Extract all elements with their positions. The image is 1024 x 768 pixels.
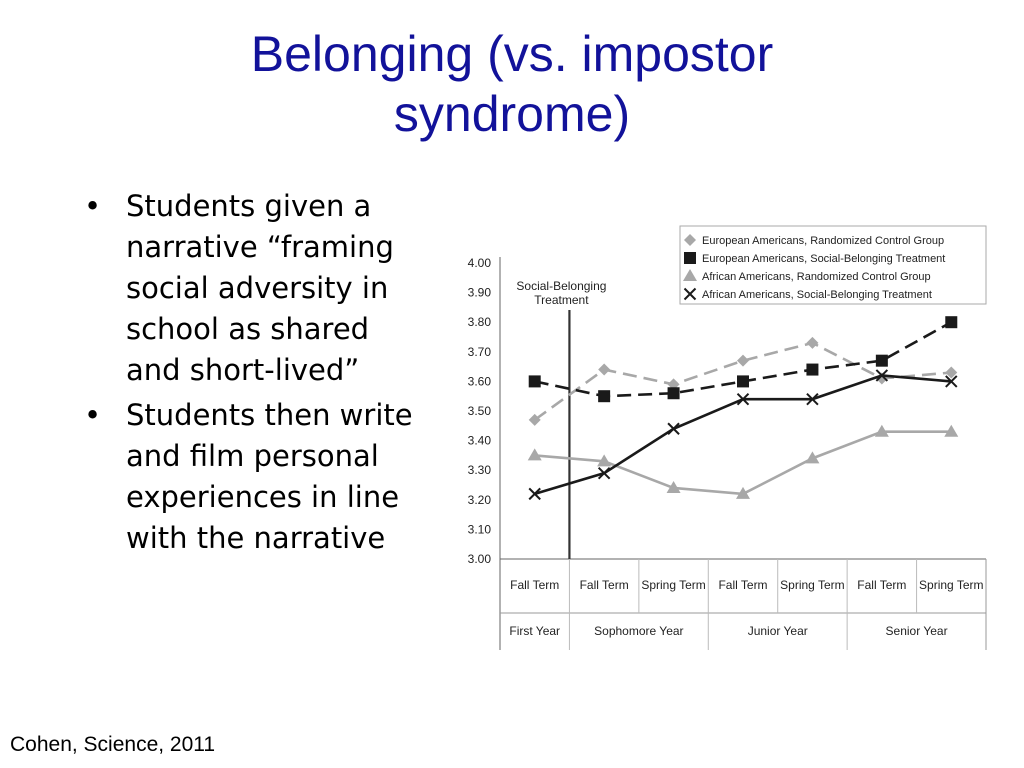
y-tick-label: 3.40 — [468, 434, 492, 448]
x-group-label: Junior Year — [748, 624, 808, 638]
treatment-label: Treatment — [534, 293, 589, 307]
x-tick-label: Fall Term — [718, 578, 767, 592]
y-tick-label: 3.80 — [468, 315, 492, 329]
x-tick-label: Fall Term — [857, 578, 906, 592]
legend-marker — [683, 287, 697, 301]
legend-entry: African Americans, Social-Belonging Trea… — [702, 289, 932, 301]
x-tick-label: Spring Term — [641, 578, 705, 592]
bullet-item: • Students given a narrative “framing so… — [84, 186, 424, 391]
data-point-series-4 — [528, 487, 541, 501]
y-tick-label: 3.60 — [468, 374, 492, 388]
y-tick-label: 3.70 — [468, 345, 492, 359]
data-point-series-2 — [945, 316, 958, 329]
x-tick-label: Spring Term — [919, 578, 983, 592]
data-point-series-1 — [806, 336, 819, 349]
x-tick-label: Fall Term — [510, 578, 559, 592]
data-point-series-1 — [945, 366, 958, 379]
data-point-series-3 — [874, 424, 889, 437]
slide-title: Belonging (vs. impostor syndrome) — [0, 24, 1024, 144]
bullet-text: Students given a narrative “framing soci… — [126, 189, 394, 387]
bullet-glyph: • — [84, 398, 102, 432]
series-line-4 — [534, 374, 952, 496]
y-tick-label: 4.00 — [468, 256, 492, 270]
citation: Cohen, Science, 2011 — [10, 733, 216, 756]
y-tick-label: 3.20 — [468, 493, 492, 507]
legend-marker — [684, 252, 696, 264]
y-tick-label: 3.10 — [468, 522, 492, 536]
data-point-series-2 — [598, 390, 611, 403]
data-point-series-4 — [945, 375, 958, 388]
data-point-series-2 — [737, 375, 749, 388]
bullet-glyph: • — [84, 189, 102, 223]
data-point-series-3 — [666, 480, 681, 493]
slide-title-line1: Belonging (vs. impostor — [250, 26, 774, 82]
bullet-list: • Students given a narrative “framing so… — [84, 186, 424, 563]
y-tick-label: 3.90 — [468, 286, 492, 300]
data-point-series-1 — [737, 354, 749, 367]
data-point-series-4 — [875, 369, 889, 382]
data-point-series-4 — [806, 392, 819, 406]
data-point-series-1 — [528, 413, 541, 426]
legend-entry: European Americans, Randomized Control G… — [702, 235, 944, 247]
series-line-3 — [534, 430, 952, 496]
y-tick-label: 3.50 — [468, 404, 492, 418]
y-tick-label: 3.00 — [468, 552, 492, 566]
data-point-series-4 — [667, 422, 680, 435]
data-point-series-3 — [736, 486, 750, 499]
bullet-text: Students then write and film personal ex… — [126, 398, 413, 555]
data-point-series-4 — [736, 392, 750, 406]
data-point-series-3 — [944, 424, 959, 437]
legend-entry: European Americans, Social-Belonging Tre… — [702, 253, 945, 265]
treatment-label: Social-Belonging — [516, 279, 606, 293]
data-point-series-2 — [806, 363, 819, 376]
legend-marker — [684, 234, 696, 246]
bullet-item: • Students then write and film personal … — [84, 395, 424, 559]
data-point-series-3 — [805, 451, 820, 464]
data-point-series-4 — [597, 466, 611, 480]
slide-title-line2: syndrome) — [393, 86, 631, 142]
legend-box — [679, 225, 987, 305]
x-group-label: First Year — [509, 624, 560, 638]
data-point-series-2 — [667, 387, 680, 400]
y-tick-label: 3.30 — [468, 463, 492, 477]
data-point-series-3 — [597, 454, 612, 467]
legend-entry: African Americans, Randomized Control Gr… — [702, 271, 931, 283]
gpa-line-chart: 3.00 3.10 3.20 3.30 3.40 3.50 3.60 3.70 3.80 3.90… — [468, 225, 987, 650]
data-point-series-3 — [527, 448, 542, 461]
x-group-label: Sophomore Year — [594, 624, 683, 638]
legend: European Americans, Randomized Control G… — [679, 225, 987, 305]
x-tick-label: Spring Term — [780, 578, 844, 592]
x-tick-label: Fall Term — [580, 578, 629, 592]
x-group-label: Senior Year — [886, 624, 948, 638]
data-point-series-2 — [875, 354, 888, 367]
legend-marker — [683, 269, 697, 281]
data-point-series-1 — [598, 363, 611, 376]
data-point-series-2 — [528, 375, 541, 388]
